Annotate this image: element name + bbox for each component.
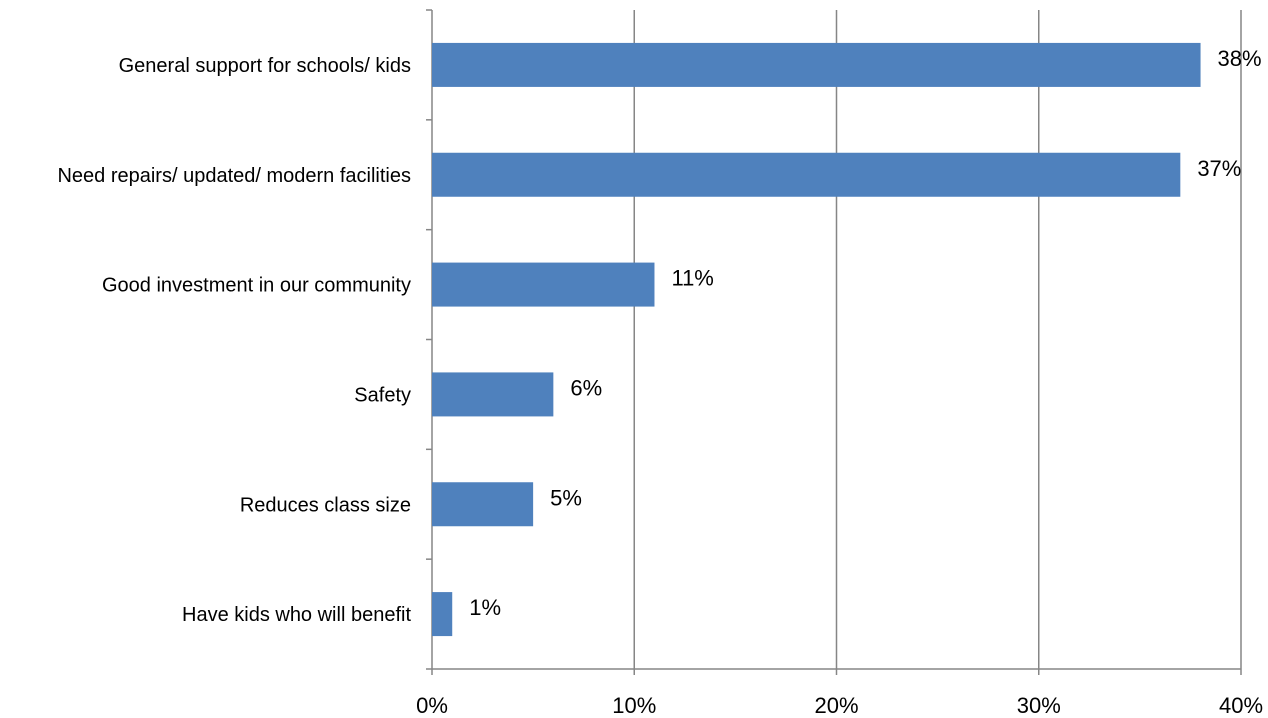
data-label: 11% bbox=[671, 266, 713, 291]
x-tick-label: 0% bbox=[416, 693, 448, 718]
category-label: Good investment in our community bbox=[102, 275, 411, 297]
x-tick-label: 30% bbox=[1017, 693, 1061, 718]
bar bbox=[432, 42, 1201, 87]
bars bbox=[432, 42, 1201, 637]
data-label: 38% bbox=[1218, 46, 1262, 71]
bar bbox=[432, 262, 655, 307]
data-label: 1% bbox=[469, 595, 501, 620]
gridlines bbox=[633, 10, 1242, 669]
x-tick-label: 20% bbox=[814, 693, 858, 718]
x-tick-label: 10% bbox=[612, 693, 656, 718]
category-label: Have kids who will benefit bbox=[182, 604, 411, 626]
bar bbox=[432, 482, 534, 527]
category-label: Safety bbox=[354, 384, 411, 406]
data-label: 5% bbox=[550, 485, 582, 510]
category-label: General support for schools/ kids bbox=[119, 55, 411, 77]
data-label: 37% bbox=[1197, 156, 1241, 181]
bar bbox=[432, 592, 453, 637]
axes bbox=[426, 9, 1242, 675]
labels: 0% 10% 20% 30% 40% General support for school… bbox=[57, 46, 1263, 718]
bar bbox=[432, 152, 1181, 197]
category-label: Need repairs/ updated/ modern facilities bbox=[57, 165, 411, 187]
category-label: Reduces class size bbox=[240, 494, 411, 516]
data-label: 6% bbox=[570, 375, 602, 400]
x-tick-label: 40% bbox=[1219, 693, 1263, 718]
bar bbox=[432, 372, 554, 417]
